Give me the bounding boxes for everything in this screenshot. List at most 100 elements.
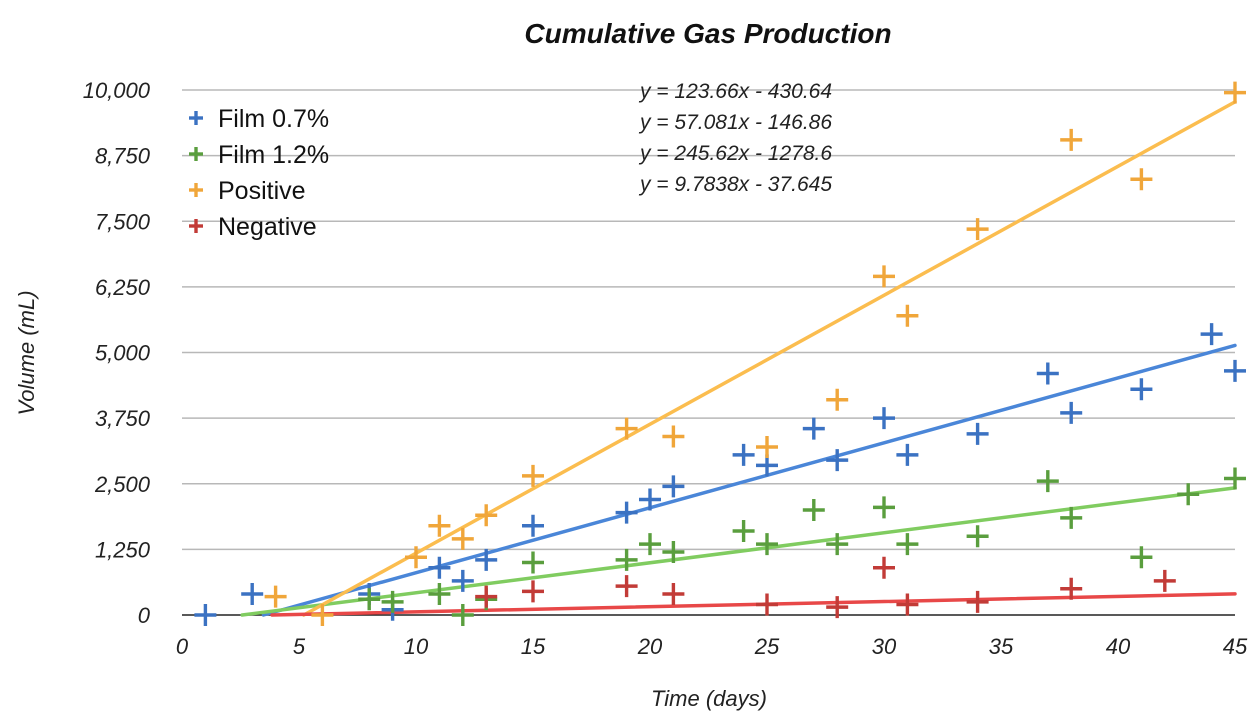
data-point <box>522 580 544 603</box>
data-point <box>1060 128 1083 151</box>
data-point <box>802 499 825 521</box>
data-point <box>756 593 778 616</box>
data-point <box>522 551 544 574</box>
data-point <box>475 504 498 527</box>
data-point <box>826 533 849 556</box>
data-point <box>358 588 381 611</box>
data-point <box>826 449 849 472</box>
data-point <box>802 417 825 440</box>
grid <box>182 89 1235 616</box>
trendline-equations: y = 123.66x - 430.64 y = 57.081x - 146.86… <box>638 80 832 196</box>
data-point <box>662 541 685 563</box>
legend-marker <box>189 219 203 233</box>
chart-title: Cumulative Gas Production <box>524 18 891 49</box>
data-point <box>873 496 895 519</box>
data-point <box>522 514 544 537</box>
x-axis-label: Time (days) <box>651 686 767 711</box>
trendline-equation: y = 57.081x - 146.86 <box>638 111 832 134</box>
x-tick-label: 5 <box>293 634 306 659</box>
data-point <box>451 604 474 626</box>
x-tick-label: 35 <box>989 634 1014 659</box>
data-points <box>194 81 1246 626</box>
data-point <box>428 583 451 605</box>
legend-marker <box>189 183 203 197</box>
y-axis-ticks: 0 1,250 2,500 3,750 5,000 6,250 7,500 8,750 10,0… <box>83 78 151 628</box>
data-point <box>615 575 638 598</box>
legend-marker <box>189 111 203 125</box>
data-point <box>966 525 989 548</box>
data-point <box>1036 362 1059 385</box>
data-point <box>1060 506 1083 529</box>
data-point <box>1177 483 1200 506</box>
trendline-equation: y = 9.7838x - 37.645 <box>638 173 832 196</box>
data-point <box>1224 81 1246 104</box>
data-point <box>1224 467 1246 490</box>
data-point <box>896 304 919 327</box>
data-point <box>896 533 919 556</box>
data-point <box>826 388 849 411</box>
data-point <box>241 583 264 605</box>
y-axis-label: Volume (mL) <box>14 290 39 415</box>
data-point <box>451 569 474 592</box>
data-point <box>1200 323 1223 346</box>
data-point <box>1130 378 1153 401</box>
data-point <box>1153 569 1176 592</box>
legend-marker <box>189 147 203 161</box>
data-point <box>615 501 638 524</box>
trendline-equation: y = 123.66x - 430.64 <box>638 80 832 103</box>
x-tick-label: 30 <box>872 634 897 659</box>
data-point <box>639 488 661 511</box>
x-tick-label: 15 <box>521 634 546 659</box>
data-point <box>1130 546 1153 569</box>
x-tick-label: 25 <box>754 634 780 659</box>
data-point <box>194 604 217 626</box>
legend-label: Negative <box>218 213 317 241</box>
data-point <box>615 548 638 571</box>
data-point <box>1130 168 1153 191</box>
data-point <box>1060 401 1083 424</box>
data-point <box>615 417 638 440</box>
data-point <box>873 556 895 579</box>
data-point <box>475 585 498 608</box>
legend-label: Film 1.2% <box>218 141 329 169</box>
data-point <box>1060 577 1083 600</box>
x-tick-label: 10 <box>404 634 429 659</box>
data-point <box>966 218 989 241</box>
legend-label: Positive <box>218 177 306 205</box>
data-point <box>662 583 685 605</box>
data-point <box>826 596 849 619</box>
data-point <box>732 520 755 542</box>
data-point <box>756 454 778 477</box>
trendline <box>261 343 1237 617</box>
data-point <box>756 436 778 458</box>
data-point <box>756 533 778 556</box>
trendline <box>270 592 1237 617</box>
data-point <box>896 443 919 466</box>
data-point <box>475 548 498 571</box>
y-tick-label: 1,250 <box>95 537 151 562</box>
x-axis-ticks: 0 5 10 15 20 25 30 35 40 45 <box>176 634 1248 659</box>
data-point <box>873 265 895 288</box>
data-point <box>451 527 474 550</box>
data-point <box>966 422 989 445</box>
y-tick-label: 8,750 <box>95 144 151 169</box>
trendline-equation: y = 245.62x - 1278.6 <box>638 142 832 165</box>
data-point <box>873 407 895 430</box>
data-point <box>428 514 451 537</box>
data-point <box>662 425 685 448</box>
data-point <box>264 585 287 608</box>
data-point <box>1036 470 1059 493</box>
y-tick-label: 0 <box>138 603 151 628</box>
y-tick-label: 6,250 <box>95 275 151 300</box>
data-point <box>428 556 451 579</box>
data-point <box>522 464 544 487</box>
trendline <box>302 100 1237 617</box>
y-tick-label: 5,000 <box>95 341 151 366</box>
data-point <box>1224 359 1246 382</box>
y-tick-label: 10,000 <box>83 78 151 103</box>
data-point <box>732 443 755 466</box>
data-point <box>405 546 427 569</box>
legend: Film 0.7% Film 1.2% Positive Negative <box>189 105 329 241</box>
y-tick-label: 2,500 <box>94 472 151 497</box>
